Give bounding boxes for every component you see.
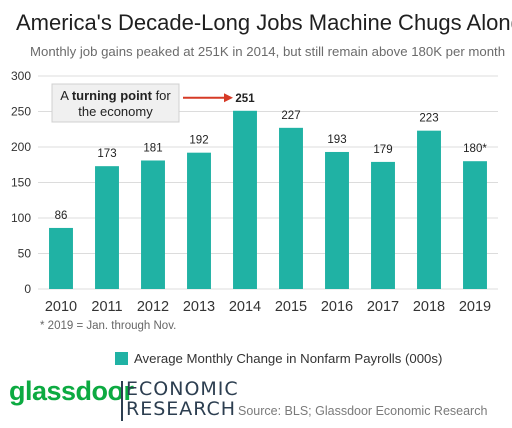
y-tick-label: 250 [11, 105, 31, 119]
bar [233, 110, 257, 289]
data-label: 181 [143, 142, 162, 154]
logo-line-1: ECONOMIC [126, 378, 239, 400]
legend: Average Monthly Change in Nonfarm Payrol… [115, 351, 442, 366]
x-tick-label: 2019 [459, 299, 491, 315]
x-tick-label: 2014 [229, 299, 261, 315]
chart-subtitle: Monthly job gains peaked at 251K in 2014… [30, 44, 506, 59]
bar [463, 161, 487, 289]
data-label: 179 [373, 144, 392, 156]
logo-line-2: RESEARCH [126, 398, 237, 420]
y-tick-label: 200 [11, 140, 31, 154]
x-tick-label: 2016 [321, 299, 353, 315]
data-label: 180* [463, 143, 487, 155]
bar [95, 166, 119, 289]
data-label: 173 [97, 148, 116, 160]
legend-swatch [115, 352, 128, 365]
annotation-box [51, 83, 180, 123]
x-tick-label: 2018 [413, 299, 445, 315]
bar [417, 130, 441, 289]
y-tick-label: 100 [11, 211, 31, 225]
data-label: 251 [235, 93, 255, 105]
y-tick-label: 50 [18, 247, 32, 261]
x-tick-label: 2017 [367, 299, 399, 315]
x-tick-label: 2013 [183, 299, 215, 315]
data-label: 192 [189, 135, 208, 147]
glassdoor-logo: glassdoor [9, 376, 134, 406]
legend-label: Average Monthly Change in Nonfarm Payrol… [134, 351, 443, 366]
y-tick-label: 300 [11, 69, 31, 83]
x-tick-label: 2015 [275, 299, 307, 315]
y-tick-label: 150 [11, 176, 31, 190]
footnote: * 2019 = Jan. through Nov. [40, 320, 177, 332]
bar [325, 151, 349, 289]
annotation-line-1: A turning point for [60, 88, 171, 103]
x-tick-label: 2010 [45, 299, 77, 315]
bar [49, 227, 73, 289]
bar [279, 127, 303, 289]
economic-research-logo: ECONOMIC RESEARCH [126, 379, 239, 419]
annotation-line-2: the economy [78, 104, 153, 119]
bar [141, 160, 165, 289]
y-tick-label: 0 [24, 282, 31, 296]
logo-divider [121, 381, 123, 421]
x-tick-label: 2012 [137, 299, 169, 315]
data-label: 193 [327, 134, 346, 146]
arrow-head [224, 93, 233, 103]
bar [371, 161, 395, 289]
data-label: 86 [55, 210, 68, 222]
chart-title: America's Decade-Long Jobs Machine Chugs… [16, 10, 512, 35]
data-label: 227 [281, 110, 300, 122]
x-tick-label: 2011 [91, 299, 122, 315]
bar-chart: 0 50 100 150 200 250 300 86 2010 173 2011 181 2012 19… [11, 69, 498, 315]
source-note: Source: BLS; Glassdoor Economic Research [238, 404, 488, 418]
bar [187, 152, 211, 289]
data-label: 223 [419, 113, 438, 125]
